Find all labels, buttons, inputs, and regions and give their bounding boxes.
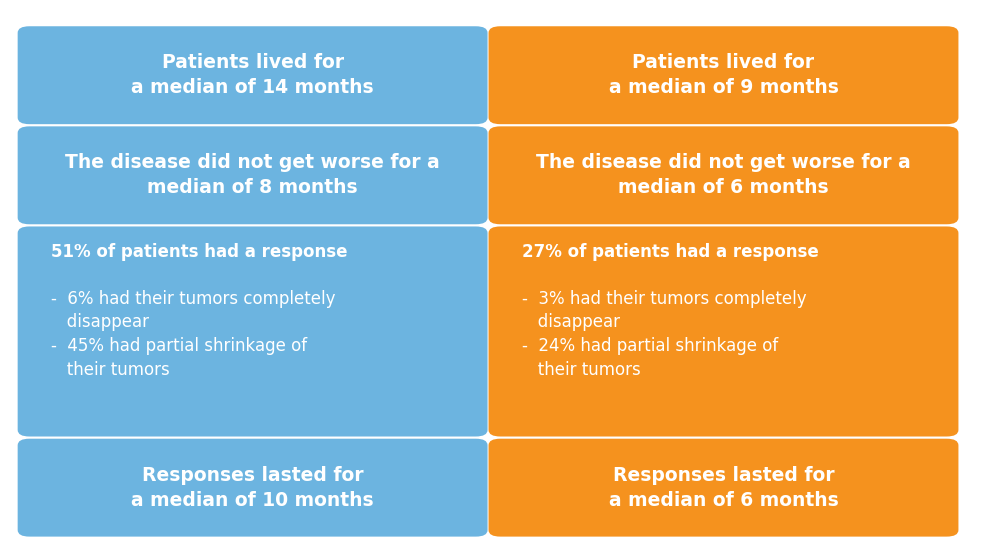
FancyBboxPatch shape: [18, 126, 488, 224]
FancyBboxPatch shape: [489, 126, 958, 224]
Text: Patients lived for
a median of 14 months: Patients lived for a median of 14 months: [131, 53, 374, 97]
Text: -  3% had their tumors completely
   disappear
-  24% had partial shrinkage of
 : - 3% had their tumors completely disappe…: [522, 266, 806, 379]
FancyBboxPatch shape: [489, 226, 958, 437]
Text: -  6% had their tumors completely
   disappear
-  45% had partial shrinkage of
 : - 6% had their tumors completely disappe…: [51, 266, 336, 379]
FancyBboxPatch shape: [18, 226, 488, 437]
FancyBboxPatch shape: [489, 439, 958, 537]
Text: 51% of patients had a response: 51% of patients had a response: [51, 243, 347, 261]
Text: 27% of patients had a response: 27% of patients had a response: [522, 243, 818, 261]
Text: The disease did not get worse for a
median of 8 months: The disease did not get worse for a medi…: [65, 153, 440, 197]
FancyBboxPatch shape: [489, 26, 958, 124]
Text: The disease did not get worse for a
median of 6 months: The disease did not get worse for a medi…: [536, 153, 911, 197]
FancyBboxPatch shape: [18, 26, 488, 124]
Text: Patients lived for
a median of 9 months: Patients lived for a median of 9 months: [608, 53, 839, 97]
Text: Responses lasted for
a median of 6 months: Responses lasted for a median of 6 month…: [608, 465, 839, 510]
FancyBboxPatch shape: [18, 439, 488, 537]
Text: Responses lasted for
a median of 10 months: Responses lasted for a median of 10 mont…: [131, 465, 374, 510]
